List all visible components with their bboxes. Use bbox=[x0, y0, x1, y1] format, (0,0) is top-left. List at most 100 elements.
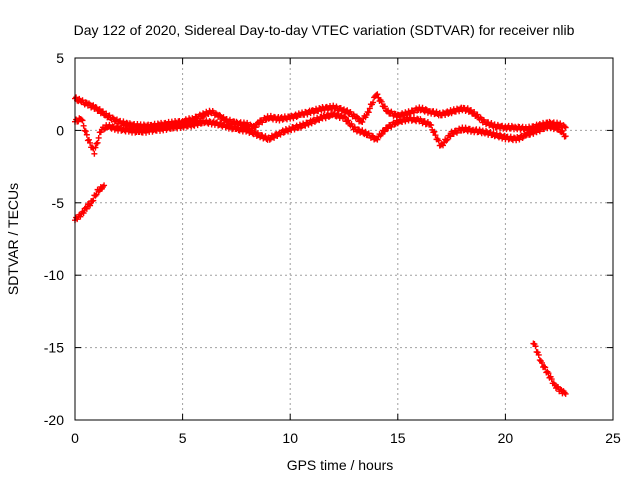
data-point bbox=[244, 119, 251, 126]
data-point bbox=[78, 116, 85, 123]
data-point bbox=[450, 131, 457, 138]
y-tick-label: -10 bbox=[44, 267, 64, 283]
x-tick-label: 25 bbox=[605, 430, 621, 446]
data-point bbox=[432, 132, 439, 139]
data-point bbox=[374, 136, 381, 143]
data-point bbox=[557, 386, 564, 393]
data-point bbox=[331, 110, 338, 117]
data-point bbox=[365, 109, 372, 116]
data-point bbox=[535, 351, 542, 358]
y-tick-label: 5 bbox=[56, 50, 64, 66]
data-point bbox=[262, 133, 269, 140]
data-point bbox=[467, 107, 474, 114]
data-point bbox=[93, 140, 100, 147]
data-point bbox=[359, 127, 366, 134]
data-point bbox=[302, 122, 309, 129]
data-point bbox=[325, 114, 332, 121]
data-point bbox=[522, 132, 529, 139]
data-point bbox=[366, 105, 373, 112]
data-point bbox=[446, 132, 453, 139]
data-point bbox=[83, 205, 90, 212]
data-point bbox=[95, 188, 102, 195]
data-point bbox=[435, 137, 442, 144]
data-point bbox=[344, 107, 351, 114]
data-point bbox=[99, 108, 106, 115]
y-axis-label: SDTVAR / TECUs bbox=[5, 183, 21, 295]
data-point bbox=[80, 210, 87, 217]
data-point bbox=[95, 134, 102, 141]
data-point bbox=[545, 370, 552, 377]
data-point bbox=[82, 128, 89, 135]
plot-frame bbox=[74, 57, 614, 421]
data-point bbox=[556, 124, 563, 131]
data-point bbox=[370, 99, 377, 106]
data-point bbox=[497, 131, 504, 138]
x-tick-label: 20 bbox=[498, 430, 514, 446]
series-late-negative-arc bbox=[530, 340, 569, 397]
data-point bbox=[557, 120, 564, 127]
data-point bbox=[483, 128, 490, 135]
x-tick-label: 10 bbox=[282, 430, 298, 446]
data-point bbox=[488, 120, 495, 127]
y-tick-label: -20 bbox=[44, 412, 64, 428]
data-point bbox=[216, 111, 223, 118]
data-point bbox=[80, 122, 87, 129]
data-point bbox=[381, 103, 388, 110]
data-point bbox=[83, 131, 90, 138]
data-point bbox=[90, 197, 97, 204]
data-point bbox=[374, 91, 381, 98]
data-point bbox=[87, 202, 94, 209]
data-point bbox=[73, 94, 80, 101]
data-point bbox=[471, 109, 478, 116]
data-point bbox=[559, 127, 566, 134]
data-point bbox=[255, 121, 262, 128]
series-early-negative-arc bbox=[72, 182, 108, 224]
data-point bbox=[106, 112, 113, 119]
data-point bbox=[562, 390, 569, 397]
data-point bbox=[191, 116, 198, 123]
data-point bbox=[447, 133, 454, 140]
chart-title: Day 122 of 2020, Sidereal Day-to-day VTE… bbox=[74, 22, 575, 38]
x-tick-label: 0 bbox=[71, 430, 79, 446]
data-point bbox=[562, 124, 569, 131]
data-point bbox=[266, 136, 273, 143]
data-point bbox=[385, 107, 392, 114]
data-point bbox=[77, 213, 84, 220]
data-point bbox=[79, 208, 86, 215]
data-points bbox=[72, 91, 569, 397]
data-point bbox=[385, 125, 392, 132]
data-point bbox=[443, 137, 450, 144]
data-point bbox=[308, 120, 315, 127]
data-point bbox=[91, 150, 98, 157]
data-point bbox=[293, 113, 300, 120]
x-tick-label: 15 bbox=[390, 430, 406, 446]
y-tick-labels: -20 -15 -10 -5 0 5 bbox=[44, 50, 64, 428]
data-point bbox=[252, 124, 259, 131]
y-tick-label: 0 bbox=[56, 122, 64, 138]
data-point bbox=[378, 131, 385, 138]
data-point bbox=[381, 128, 388, 135]
data-point bbox=[516, 136, 523, 143]
data-point bbox=[345, 117, 352, 124]
axis-ticks bbox=[74, 57, 614, 421]
data-point bbox=[391, 121, 398, 128]
data-point bbox=[439, 142, 446, 149]
data-point bbox=[79, 117, 86, 124]
data-point bbox=[552, 123, 559, 130]
data-point bbox=[538, 359, 545, 366]
y-tick-label: -15 bbox=[44, 340, 64, 356]
data-point bbox=[82, 204, 89, 211]
data-point bbox=[330, 102, 337, 109]
data-point bbox=[474, 111, 481, 118]
data-point bbox=[101, 126, 108, 133]
data-point bbox=[87, 139, 94, 146]
data-point bbox=[532, 343, 539, 350]
data-point bbox=[316, 117, 323, 124]
data-point bbox=[444, 136, 451, 143]
data-point bbox=[362, 128, 369, 135]
data-point bbox=[109, 123, 116, 130]
data-point bbox=[341, 113, 347, 120]
x-axis-label: GPS time / hours bbox=[287, 457, 394, 473]
